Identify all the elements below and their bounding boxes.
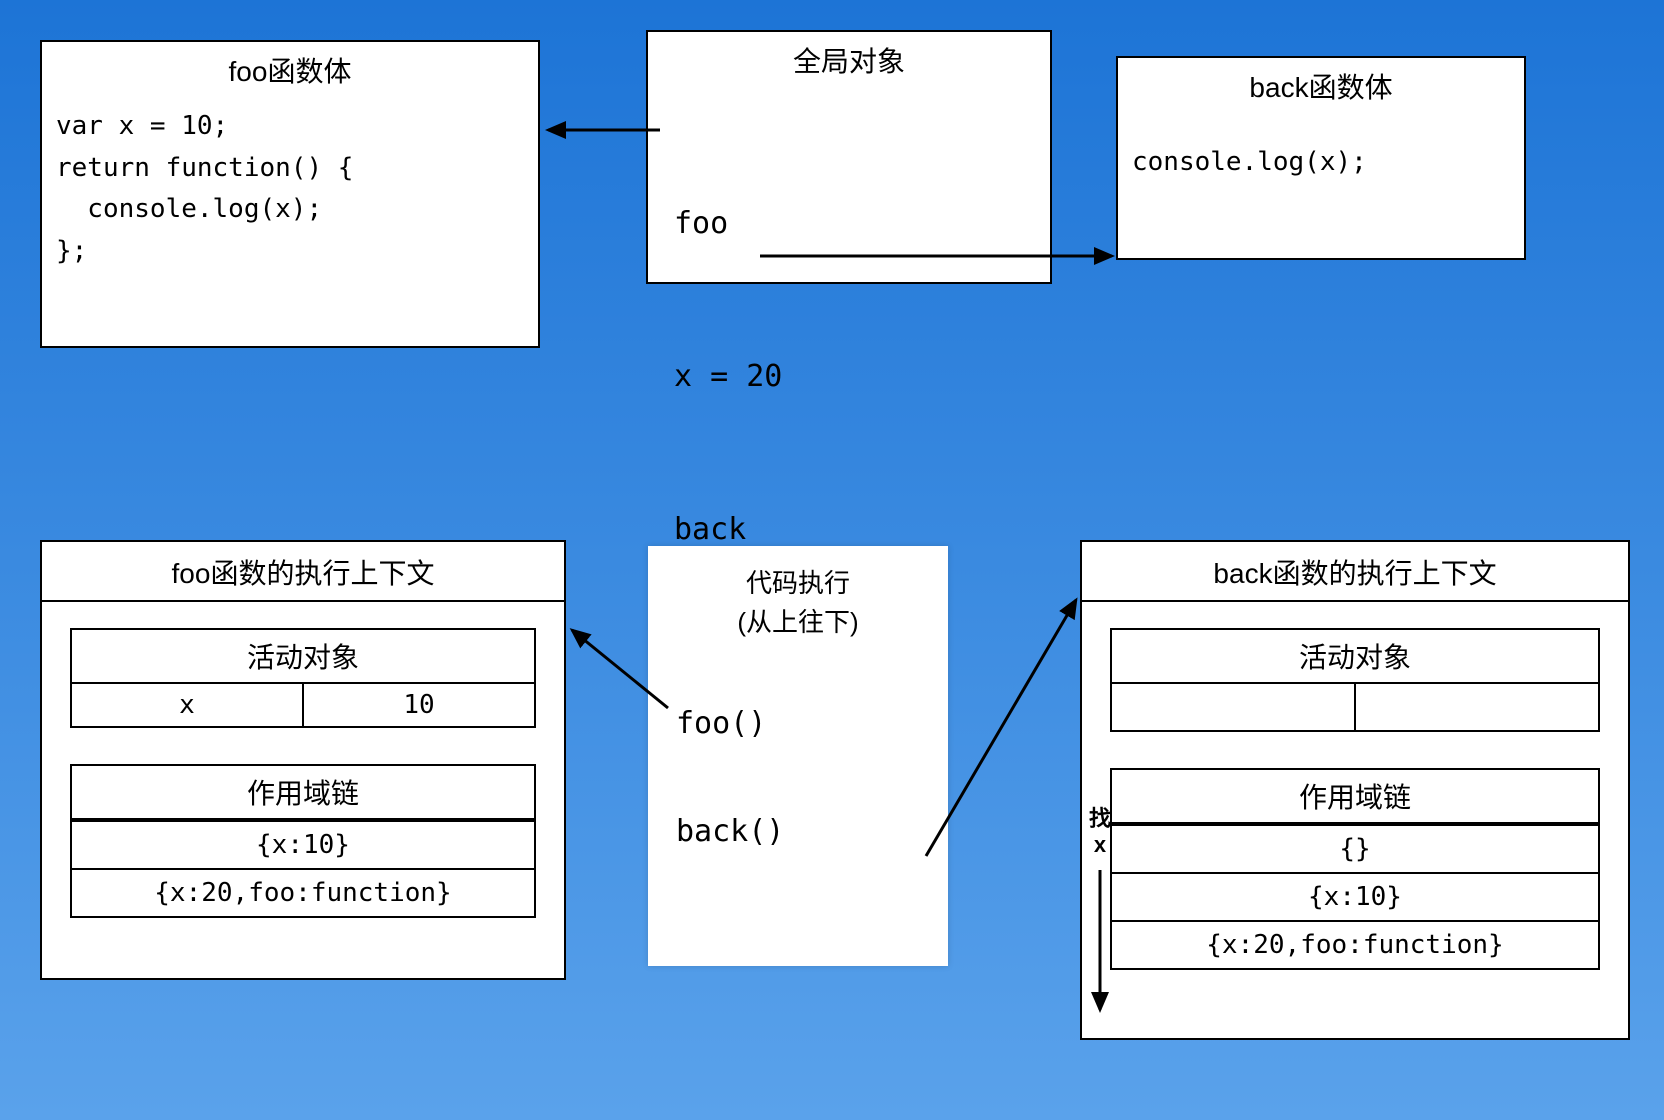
foo-active-title: 活动对象 — [72, 630, 534, 684]
foo-active-object: 活动对象 x 10 — [70, 628, 536, 728]
foo-scope-0: {x:10} — [72, 820, 534, 868]
global-object-box: 全局对象 foo x = 20 back — [646, 30, 1052, 284]
foo-scope-1: {x:20,foo:function} — [72, 868, 534, 916]
back-body-box: back函数体 console.log(x); — [1116, 56, 1526, 260]
foo-scope-title: 作用域链 — [72, 766, 534, 820]
back-active-title: 活动对象 — [1112, 630, 1598, 684]
code-exec-box: 代码执行 (从上往下) foo() back() — [648, 546, 948, 966]
code-exec-title1: 代码执行 — [648, 564, 948, 603]
back-scope-2: {x:20,foo:function} — [1112, 920, 1598, 968]
find-x-1: 找 — [1086, 806, 1114, 832]
back-scope-1: {x:10} — [1112, 872, 1598, 920]
foo-body-box: foo函数体 var x = 10; return function() { c… — [40, 40, 540, 348]
foo-active-key: x — [72, 684, 304, 726]
foo-scope-chain: 作用域链 {x:10} {x:20,foo:function} — [70, 764, 536, 918]
code-exec-title: 代码执行 (从上往下) — [648, 546, 948, 642]
back-scope-chain: 作用域链 {} {x:10} {x:20,foo:function} — [1110, 768, 1600, 970]
exec-line-back: back() — [676, 778, 924, 886]
foo-body-code: var x = 10; return function() { console.… — [42, 96, 538, 282]
exec-line-foo: foo() — [676, 670, 924, 778]
global-line-x: x = 20 — [674, 351, 1036, 402]
back-body-title: back函数体 — [1118, 58, 1524, 112]
foo-context-box: foo函数的执行上下文 活动对象 x 10 作用域链 {x:10} {x:20,… — [40, 540, 566, 980]
foo-body-title: foo函数体 — [42, 42, 538, 96]
code-exec-lines: foo() back() — [648, 642, 948, 926]
back-context-title: back函数的执行上下文 — [1082, 542, 1628, 602]
back-context-box: back函数的执行上下文 活动对象 作用域链 {} {x:10} {x:20,f… — [1080, 540, 1630, 1040]
code-exec-title2: (从上往下) — [648, 603, 948, 642]
global-line-foo: foo — [674, 198, 1036, 249]
foo-active-row: x 10 — [72, 684, 534, 726]
back-active-object: 活动对象 — [1110, 628, 1600, 732]
back-active-val — [1356, 684, 1598, 730]
find-x-2: x — [1086, 832, 1114, 858]
foo-context-title: foo函数的执行上下文 — [42, 542, 564, 602]
back-scope-0: {} — [1112, 824, 1598, 872]
global-object-title: 全局对象 — [648, 32, 1050, 86]
find-x-label: 找 x — [1086, 806, 1114, 859]
foo-active-val: 10 — [304, 684, 534, 726]
back-active-row — [1112, 684, 1598, 730]
back-body-code: console.log(x); — [1118, 112, 1524, 194]
back-scope-title: 作用域链 — [1112, 770, 1598, 824]
back-active-key — [1112, 684, 1356, 730]
